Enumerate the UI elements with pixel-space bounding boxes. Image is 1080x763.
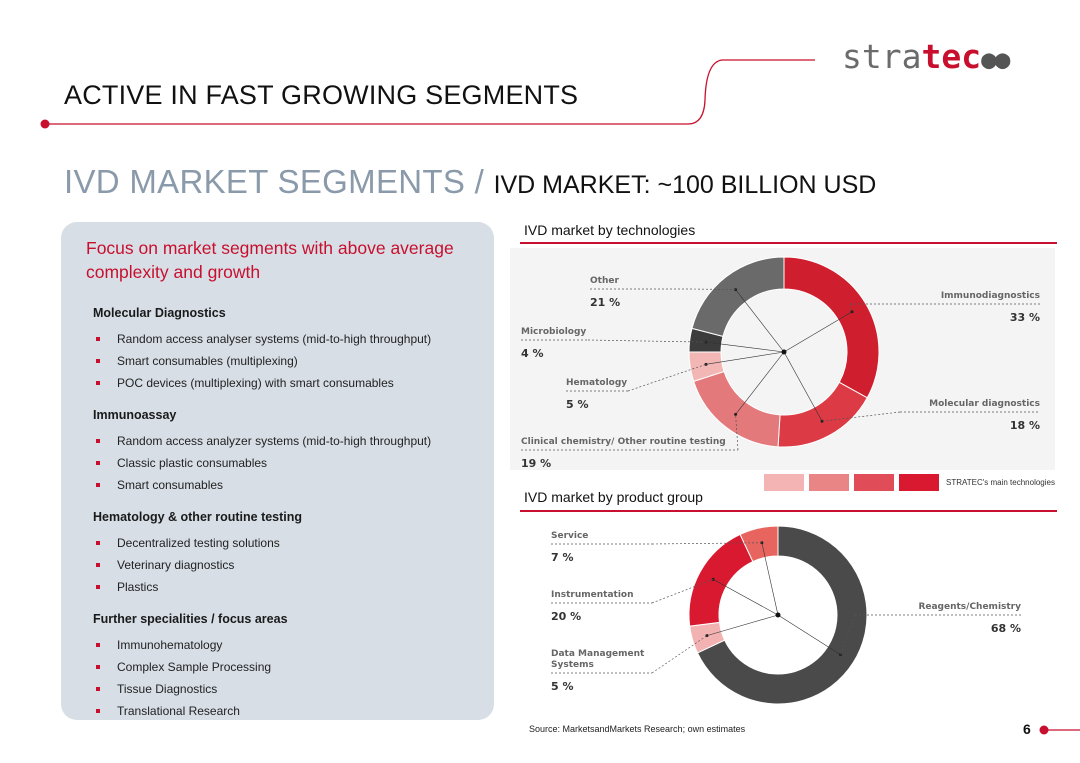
slice-marker [838,653,842,657]
slice-spoke [705,341,785,353]
slice-spoke [783,311,853,353]
header-decoration [40,59,815,129]
slice-spoke [735,289,785,353]
slice-value: 19 % [521,457,551,470]
slice-value: 4 % [521,347,544,360]
donut-slice [691,256,785,337]
legend-swatch [809,474,849,491]
slice-label: Clinical chemistry/ Other routine testin… [521,437,726,447]
section-title-hematology: Hematology & other routine testing [93,510,303,524]
legend-swatch [764,474,804,491]
list-item: Decentralized testing solutions [93,532,472,554]
list-item: Immunohematology [93,634,472,656]
slice-spoke [706,614,779,636]
slice-spoke [713,579,779,616]
subtitle-market-size: IVD MARKET: ~100 BILLION USD [493,171,877,199]
list-item: Smart consumables [93,474,472,496]
slice-label: Service [551,531,588,541]
slice-label: Reagents/Chemistry [918,602,1021,612]
slice-spoke [705,351,785,365]
slice-value: 5 % [551,680,574,693]
slice-label: Microbiology [521,327,586,337]
bullet-list-specialities: Immunohematology Complex Sample Processi… [93,634,472,722]
leader-line [735,414,739,451]
leader-line [587,339,706,343]
center-dot [775,612,781,618]
chart-title-technologies: IVD market by technologies [524,222,696,238]
legend-label: STRATEC's main technologies [946,478,1055,487]
donut-slice [739,525,779,563]
slice-label: Immunodiagnostics [941,291,1040,301]
page-title: ACTIVE IN FAST GROWING SEGMENTS [64,80,579,110]
leader-line [651,579,714,604]
slice-value: 18 % [1010,419,1040,432]
list-item: Smart consumables (multiplexing) [93,350,472,372]
list-item: Classic plastic consumables [93,452,472,474]
list-item: Plastics [93,576,472,598]
source-note: Source: MarketsandMarkets Research; own … [529,724,746,734]
slice-label: Other [590,276,619,286]
donut-slice [696,525,868,705]
slice-value: 68 % [991,622,1021,635]
bullet-list-molecular: Random access analyser systems (mid-to-h… [93,328,472,394]
slice-value: 5 % [566,398,589,411]
subtitle-segments: IVD MARKET SEGMENTS / [64,163,494,200]
slice-label: Instrumentation [551,590,634,600]
slice-marker [704,362,708,366]
legend-swatch [854,474,894,491]
slice-spoke [783,351,823,422]
section-title-molecular: Molecular Diagnostics [93,306,226,320]
slice-label: Molecular diagnostics [929,399,1040,409]
slice-value: 33 % [1010,311,1040,324]
slice-value: 20 % [551,610,581,623]
legend-main-technologies: STRATEC's main technologies [764,474,1055,491]
slice-label: Hematology [566,378,627,388]
center-dot [781,349,787,355]
slice-spoke [777,614,841,655]
bullet-list-hematology: Decentralized testing solutions Veterina… [93,532,472,598]
chart-divider [520,242,1057,244]
slice-spoke [761,542,779,616]
slice-marker [820,419,824,423]
stratec-logo: stratec●● [842,37,1010,76]
leader-line [849,303,853,312]
slice-value: 7 % [551,551,574,564]
list-item: POC devices (multiplexing) with smart co… [93,372,472,394]
donut-slice [777,381,868,448]
list-item: Random access analyser systems (mid-to-h… [93,328,472,350]
chart-title-product-group: IVD market by product group [524,489,703,505]
leader-line [840,614,856,655]
section-title-immunoassay: Immunoassay [93,408,177,422]
list-item: Random access analyzer systems (mid-to-h… [93,430,472,452]
slice-marker [850,310,854,314]
legend-swatch [899,474,939,491]
leader-line [627,364,707,392]
leader-line [822,411,901,422]
bullet-list-immunoassay: Random access analyzer systems (mid-to-h… [93,430,472,496]
slice-marker [711,577,715,581]
footer-decoration [1039,725,1080,735]
slice-value: 21 % [590,296,620,309]
chart-divider [520,510,1057,512]
donut-slice [693,370,781,448]
focus-heading: Focus on market segments with above aver… [86,238,454,282]
leader-line [651,635,708,674]
slice-spoke [735,351,785,415]
donut-slice [688,533,754,627]
list-item: Veterinary diagnostics [93,554,472,576]
donut-chart-technologies: Immunodiagnostics 33 % Molecular diagnosti… [521,256,1040,470]
page-number: 6 [1023,721,1031,737]
list-item: Complex Sample Processing [93,656,472,678]
donut-slice [783,256,880,399]
slice-label: Data Management Systems [551,649,645,670]
leader-line [689,288,736,290]
list-item: Tissue Diagnostics [93,678,472,700]
list-item: Translational Research [93,700,472,722]
donut-chart-product-group: Reagents/Chemistry 68 % Instrumentation 20 … [551,525,1021,705]
section-subtitle: IVD MARKET SEGMENTS / IVD MARKET: ~100 B… [64,163,876,201]
focus-panel: Focus on market segments with above aver… [61,222,494,720]
section-title-specialities: Further specialities / focus areas [93,612,288,626]
slice-marker [734,412,738,416]
